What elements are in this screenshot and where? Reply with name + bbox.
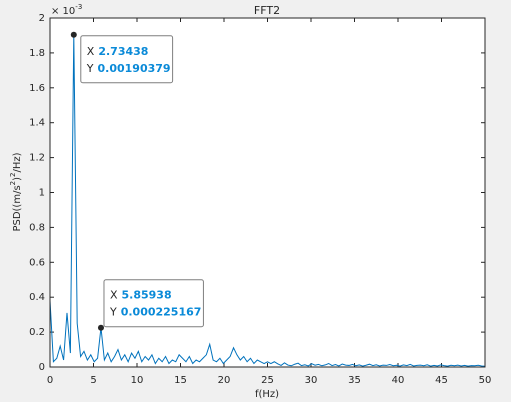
datatip-y: Y 0.00190379 <box>86 62 171 75</box>
datatip-y-label: Y <box>86 62 94 75</box>
x-tick-label: 25 <box>261 375 274 386</box>
y-tick-label: 0 <box>39 362 45 373</box>
x-tick-label: 35 <box>348 375 361 386</box>
datatip-x: X 5.85938 <box>110 289 172 302</box>
x-tick-label: 10 <box>131 375 144 386</box>
y-exponent: × 10-3 <box>51 3 82 17</box>
datatip: X 5.85938 Y 0.000225167 <box>103 279 204 328</box>
datatip-marker <box>97 324 104 331</box>
datatip-y-value: 0.000225167 <box>121 306 202 319</box>
x-tick-label: 50 <box>479 375 492 386</box>
datatip-marker <box>70 31 77 38</box>
x-tick-label: 40 <box>392 375 405 386</box>
y-tick-label: 1.6 <box>29 83 45 94</box>
datatip-x: X 2.73438 <box>87 45 149 58</box>
x-axis-label: f(Hz) <box>255 389 279 400</box>
datatip: X 2.73438 Y 0.00190379 <box>80 35 174 84</box>
x-tick-label: 30 <box>305 375 318 386</box>
x-tick-label: 20 <box>218 375 231 386</box>
y-tick-label: 2 <box>39 13 45 24</box>
datatip-x-label: X <box>110 289 118 302</box>
y-tick-label: 1.8 <box>29 48 45 59</box>
y-tick-label: 0.2 <box>29 327 45 338</box>
x-tick-label: 5 <box>90 375 96 386</box>
y-tick-label: 1.4 <box>29 118 45 129</box>
datatip-y-value: 0.00190379 <box>98 62 171 75</box>
datatip-y-label: Y <box>109 306 117 319</box>
axes-box <box>49 17 486 368</box>
chart-title: FFT2 <box>254 4 280 17</box>
y-tick-label: 1.2 <box>29 153 45 164</box>
datatip-box <box>80 35 174 84</box>
datatip-x-label: X <box>87 45 95 58</box>
y-tick-label: 0.8 <box>29 222 45 233</box>
y-tick-label: 0.4 <box>29 292 45 303</box>
datatip-x-value: 5.85938 <box>122 289 172 302</box>
datatip-box <box>103 279 204 328</box>
x-tick-label: 15 <box>174 375 187 386</box>
datatip-x-value: 2.73438 <box>98 45 148 58</box>
datatip-y: Y 0.000225167 <box>109 306 201 319</box>
y-tick-label: 1 <box>39 188 45 199</box>
line-series <box>49 34 486 367</box>
y-tick-label: 0.6 <box>29 257 45 268</box>
y-axis-label: PSD((m/s2)2/Hz) <box>9 152 23 231</box>
x-tick-label: 45 <box>435 375 448 386</box>
x-tick-label: 0 <box>47 375 53 386</box>
